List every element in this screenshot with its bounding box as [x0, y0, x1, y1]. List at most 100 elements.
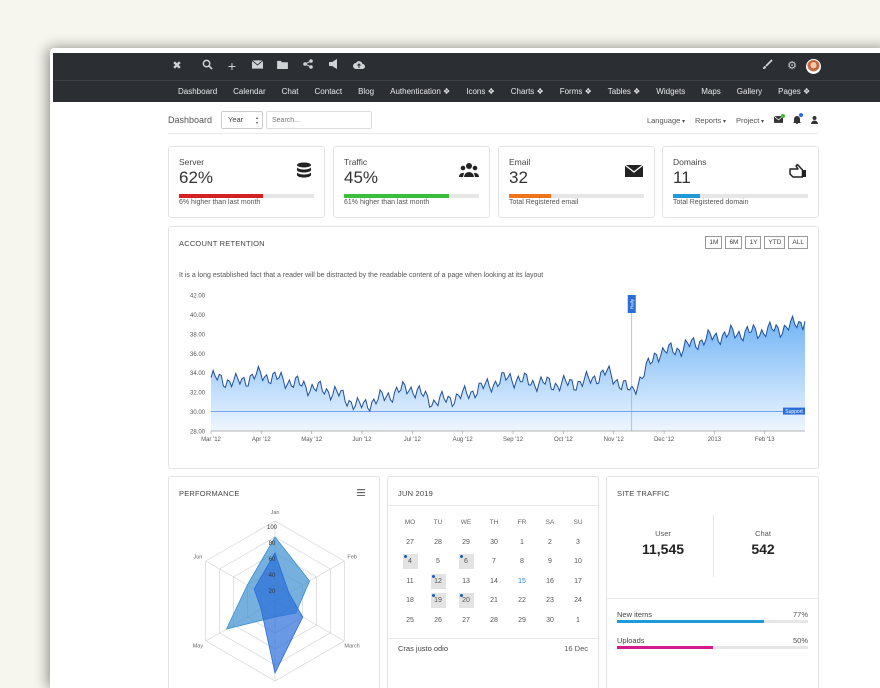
- user-stat: User 11,545: [613, 529, 713, 557]
- megaphone-icon[interactable]: [326, 59, 340, 73]
- calendar-day[interactable]: 25: [406, 616, 414, 624]
- menu-item-authentication[interactable]: Authentication ❖: [390, 87, 451, 96]
- calendar-day[interactable]: 6: [458, 554, 474, 570]
- calendar-day[interactable]: 15: [518, 577, 526, 585]
- cloud-upload-icon[interactable]: [352, 59, 366, 73]
- calendar-day[interactable]: 28: [434, 538, 442, 546]
- search-input[interactable]: [266, 111, 372, 129]
- gear-icon[interactable]: ⚙: [787, 60, 797, 72]
- menu-item-tables[interactable]: Tables ❖: [607, 87, 641, 96]
- messages-icon[interactable]: [773, 114, 785, 125]
- calendar-day[interactable]: 27: [406, 538, 414, 546]
- calendar-cell: 26: [424, 611, 452, 631]
- domains-stat-card: Domains 11 Total Registered domain: [662, 146, 819, 218]
- calendar-day[interactable]: 26: [434, 616, 442, 624]
- year-select[interactable]: Year: [221, 111, 263, 129]
- calendar-day[interactable]: 20: [458, 593, 474, 609]
- weekday-header: MO: [404, 519, 416, 527]
- flag-label: Rally: [630, 298, 635, 309]
- calendar-day[interactable]: 29: [462, 538, 470, 546]
- menu-item-forms[interactable]: Forms ❖: [559, 87, 592, 96]
- calendar-day[interactable]: 27: [462, 616, 470, 624]
- project-dropdown[interactable]: Project: [736, 116, 764, 125]
- x-tick-label: Apr '12: [252, 437, 271, 443]
- search-icon[interactable]: [200, 59, 214, 73]
- calendar-day[interactable]: 12: [430, 573, 446, 589]
- menu-item-charts[interactable]: Charts ❖: [510, 87, 544, 96]
- share-icon[interactable]: [301, 59, 315, 73]
- calendar-cell: 25: [396, 611, 424, 631]
- weekday-header: TH: [489, 519, 499, 527]
- retention-description: It is a long established fact that a rea…: [179, 272, 544, 279]
- menu-item-calendar[interactable]: Calendar: [233, 87, 266, 96]
- calendar-day[interactable]: 16: [546, 577, 554, 585]
- menu-item-dashboard[interactable]: Dashboard: [178, 87, 218, 96]
- radar-tick-label: 20: [269, 589, 276, 595]
- calendar-day[interactable]: 3: [576, 538, 580, 546]
- calendar-day[interactable]: 19: [430, 593, 446, 609]
- menu-hamburger-icon[interactable]: [357, 489, 365, 498]
- calendar-day[interactable]: 18: [406, 597, 414, 605]
- radar-tick-label: 40: [269, 573, 276, 579]
- envelope-icon: [624, 164, 644, 177]
- calendar-day[interactable]: 14: [490, 577, 498, 585]
- menu-item-icons[interactable]: Icons ❖: [466, 87, 495, 96]
- calendar-day[interactable]: 8: [520, 558, 524, 566]
- menu-item-pages[interactable]: Pages ❖: [778, 87, 811, 96]
- calendar-day[interactable]: 11: [406, 577, 414, 585]
- menu-item-chat[interactable]: Chat: [281, 87, 299, 96]
- menu-item-maps[interactable]: Maps: [701, 87, 721, 96]
- calendar-day[interactable]: 24: [574, 597, 582, 605]
- calendar-cell: 2: [536, 533, 564, 553]
- range-1y-button[interactable]: 1Y: [745, 236, 762, 249]
- range-all-button[interactable]: ALL: [788, 236, 808, 249]
- menu-item-contact[interactable]: Contact: [314, 87, 343, 96]
- radar-axis-label: Jan: [271, 510, 280, 516]
- range-1m-button[interactable]: 1M: [705, 236, 723, 249]
- folder-icon[interactable]: [275, 59, 289, 73]
- calendar-day[interactable]: 23: [546, 597, 554, 605]
- calendar-cell: 28: [480, 611, 508, 631]
- support-label: Support: [785, 409, 803, 415]
- brush-icon[interactable]: [760, 59, 774, 73]
- calendar-day[interactable]: 13: [462, 577, 470, 585]
- hand-pointer-icon: [789, 163, 806, 178]
- reports-dropdown[interactable]: Reports: [695, 116, 726, 125]
- avatar[interactable]: [806, 59, 821, 74]
- stat-progress-track: [344, 194, 479, 198]
- email-stat-card: Email 32 Total Registered email: [498, 146, 655, 218]
- calendar-day[interactable]: 21: [490, 597, 498, 605]
- user-icon[interactable]: [811, 115, 818, 126]
- calendar-day[interactable]: 4: [402, 554, 418, 570]
- notifications-icon[interactable]: [793, 113, 803, 126]
- calendar-day[interactable]: 22: [518, 597, 526, 605]
- language-dropdown[interactable]: Language: [647, 116, 685, 125]
- calendar-cell: 29: [452, 533, 480, 553]
- calendar-day[interactable]: 7: [492, 558, 496, 566]
- calendar-day[interactable]: 1: [520, 538, 524, 546]
- calendar-day[interactable]: 5: [436, 558, 440, 566]
- calendar-day[interactable]: 28: [490, 616, 498, 624]
- event-text[interactable]: Cras justo odio: [398, 644, 449, 653]
- calendar-day[interactable]: 2: [548, 538, 552, 546]
- range-ytd-button[interactable]: YTD: [764, 236, 786, 249]
- menu-item-widgets[interactable]: Widgets: [656, 87, 686, 96]
- y-tick-label: 32.00: [190, 391, 206, 397]
- menu-item-blog[interactable]: Blog: [358, 87, 375, 96]
- close-icon[interactable]: ✖: [172, 60, 182, 72]
- calendar-day[interactable]: 9: [548, 558, 552, 566]
- mail-icon[interactable]: [250, 59, 264, 73]
- calendar-day[interactable]: 30: [490, 538, 498, 546]
- calendar-day[interactable]: 17: [574, 577, 582, 585]
- menu-item-gallery[interactable]: Gallery: [736, 87, 763, 96]
- calendar-day[interactable]: 1: [576, 616, 580, 624]
- calendar-day[interactable]: 29: [518, 616, 526, 624]
- calendar-day[interactable]: 10: [574, 558, 582, 566]
- retention-chart: 42.00 40.00 38.00 36.00 34.00 32.00 30.00 28.00…: [190, 294, 806, 443]
- calendar-cell: 3: [564, 533, 592, 553]
- range-6m-button[interactable]: 6M: [725, 236, 743, 249]
- plus-icon[interactable]: +: [227, 58, 237, 74]
- radar-axis-label: Jun: [193, 555, 202, 561]
- calendar-cell: 13: [452, 572, 480, 592]
- calendar-day[interactable]: 30: [546, 616, 554, 624]
